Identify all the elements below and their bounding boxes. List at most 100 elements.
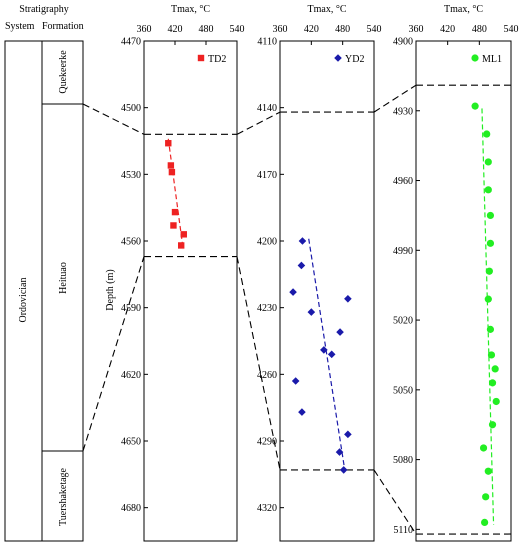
x-tick-label: 540	[230, 24, 245, 35]
plot-frame	[143, 40, 238, 542]
y-tick-label: 5020	[393, 316, 413, 327]
data-point	[344, 430, 352, 439]
data-point	[291, 377, 300, 385]
data-point	[335, 448, 344, 456]
y-tick-label: 4650	[121, 437, 141, 448]
data-point	[483, 130, 491, 138]
y-tick-label: 4500	[121, 103, 141, 114]
legend-label: YD2	[345, 54, 364, 65]
x-tick-label: 480	[199, 24, 214, 35]
data-point	[339, 466, 348, 474]
legend-marker	[334, 54, 342, 62]
x-axis-title: Tmax, °C	[444, 4, 483, 15]
data-point	[487, 351, 496, 359]
data-point	[488, 421, 497, 429]
data-point	[486, 211, 495, 220]
stratigraphy-header: Stratigraphy	[19, 4, 68, 15]
data-point	[482, 493, 490, 501]
data-point	[297, 261, 306, 270]
y-tick-label: 4990	[393, 246, 413, 257]
data-point	[298, 237, 307, 245]
y-tick-label: 4930	[393, 106, 413, 117]
formation-header: Formation	[42, 21, 84, 32]
chart-panel-td2: Tmax, °C 360 420 480 540 4470 4500 4530 4560 4590…	[121, 4, 245, 542]
data-point	[165, 140, 172, 147]
y-tick-label: 4620	[121, 370, 141, 381]
x-tick-label: 480	[335, 24, 350, 35]
data-point	[484, 186, 492, 194]
y-tick-label: 4900	[393, 37, 413, 48]
data-point	[488, 379, 497, 387]
data-point	[485, 267, 493, 275]
y-tick-label: 4530	[121, 170, 141, 181]
data-point	[479, 444, 488, 452]
data-point	[289, 288, 297, 296]
y-tick-label: 4260	[257, 370, 277, 381]
y-tick-label: 4110	[257, 37, 277, 48]
x-tick-label: 480	[472, 24, 487, 35]
data-point	[307, 308, 316, 316]
system-header: System	[5, 21, 35, 32]
y-tick-label: 4320	[257, 503, 277, 514]
formation-label-quekeerke: Quekeerke	[58, 50, 69, 94]
data-point	[484, 467, 492, 475]
data-point	[484, 295, 492, 303]
data-point	[170, 222, 177, 229]
x-tick-label: 420	[440, 24, 455, 35]
x-axis-title: Tmax, °C	[171, 4, 210, 15]
data-point	[486, 325, 495, 333]
depth-axis-label: Depth (m)	[105, 269, 116, 310]
data-point	[180, 231, 187, 238]
data-point	[327, 350, 336, 359]
correlation-line	[373, 84, 417, 113]
plot-frame	[415, 40, 512, 542]
data-point	[336, 328, 344, 336]
data-point	[486, 239, 495, 247]
y-tick-label: 4560	[121, 237, 141, 248]
data-point	[491, 365, 499, 373]
data-point	[471, 102, 479, 110]
formation-label-heituao: Heituao	[58, 262, 69, 294]
stratigraphy-frame	[4, 40, 84, 542]
y-tick-label: 4140	[257, 103, 277, 114]
y-tick-label: 4470	[121, 37, 141, 48]
data-point	[168, 168, 176, 176]
y-tick-label: 5080	[393, 455, 413, 466]
x-tick-label: 420	[168, 24, 183, 35]
correlation-lines	[82, 84, 417, 535]
y-tick-label: 4200	[257, 237, 277, 248]
trend-line	[167, 138, 184, 250]
x-tick-label: 360	[409, 24, 424, 35]
chart-panel-yd2: Tmax, °C 360 420 480 540 4110 4140 4170 4200 4230…	[257, 4, 382, 542]
legend-label: TD2	[208, 54, 226, 65]
data-point	[167, 162, 175, 169]
y-tick-label: 4960	[393, 176, 413, 187]
x-tick-label: 360	[137, 24, 152, 35]
legend-label: ML1	[482, 54, 502, 65]
correlation-line	[82, 256, 145, 452]
x-tick-label: 420	[304, 24, 319, 35]
data-point	[178, 242, 185, 249]
y-tick-label: 4290	[257, 437, 277, 448]
x-tick-label: 360	[273, 24, 288, 35]
correlation-line	[236, 111, 281, 135]
y-tick-label: 4680	[121, 503, 141, 514]
correlation-line	[236, 256, 281, 470]
data-point	[484, 158, 492, 166]
trend-line	[481, 108, 495, 525]
trend-line	[308, 238, 346, 470]
y-tick-label: 4590	[121, 303, 141, 314]
system-label-ordovician: Ordovician	[18, 278, 29, 323]
plot-frame	[279, 40, 375, 542]
y-tick-label: 5050	[393, 385, 413, 396]
data-point	[492, 397, 500, 406]
x-tick-label: 540	[504, 24, 519, 35]
y-tick-label: 4170	[257, 170, 277, 181]
y-tick-label: 4230	[257, 303, 277, 314]
stratigraphy-column: Stratigraphy System Formation Ordovician…	[4, 4, 84, 542]
x-tick-label: 540	[367, 24, 382, 35]
chart-panel-ml1: Tmax, °C 360 420 480 540 4900 4930 4960 4990 5020…	[393, 4, 519, 542]
formation-label-tuershaketage: Tuershaketage	[58, 467, 69, 526]
x-axis-title: Tmax, °C	[308, 4, 347, 15]
